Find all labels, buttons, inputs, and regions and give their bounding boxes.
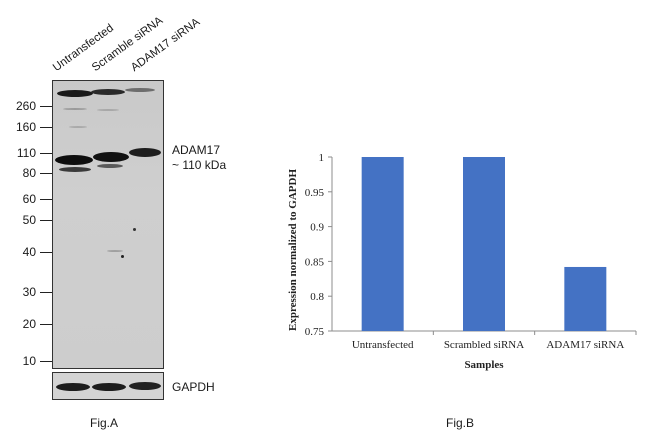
y-tick-label: 0.8 [310,291,324,303]
band-lower-lane1 [59,167,91,172]
band-lane3-high [125,88,155,92]
target-protein-label: ADAM17 [172,143,221,157]
fig-a-caption: Fig.A [90,416,119,430]
band-faint [63,108,87,110]
marker-20: 20 [22,317,36,331]
marker-tick [40,292,52,293]
blot-speck [121,255,124,258]
blot-speck [133,228,136,231]
band-adam17-lane3 [129,148,161,157]
fig-b-caption: Fig.B [446,416,475,430]
band-adam17-lane1 [55,155,93,165]
marker-tick [40,361,52,362]
loading-control-label: GAPDH [172,380,215,394]
lane-label-adam17-sirna: ADAM17 siRNA [128,16,203,75]
marker-tick [40,252,52,253]
band-faint [97,109,119,111]
bar-2 [564,266,607,331]
marker-tick [40,173,52,174]
marker-60: 60 [22,192,36,206]
band-faint [107,250,123,252]
marker-tick [40,127,52,128]
marker-10: 10 [22,354,36,368]
marker-50: 50 [22,213,36,227]
band-lane2-high [91,89,125,95]
y-tick-label: 0.95 [305,187,325,199]
marker-tick [40,199,52,200]
marker-tick [40,153,52,154]
marker-80: 80 [22,166,36,180]
band-faint [69,126,87,128]
x-tick-label: Scrambled siRNA [444,339,524,351]
marker-160: 160 [15,120,36,134]
x-tick-label: Untransfected [352,339,414,351]
marker-30: 30 [22,285,36,299]
marker-40: 40 [22,245,36,259]
gapdh-strip [52,372,164,400]
marker-260: 260 [15,99,36,113]
band-adam17-lane2 [93,152,129,162]
band-gapdh-lane2 [92,383,126,391]
blot-membrane [52,80,164,369]
band-lower-lane2 [97,164,123,168]
marker-tick [40,324,52,325]
bar-1 [463,157,505,331]
y-tick-label: 1 [319,152,325,164]
target-size-label: ~ 110 kDa [172,158,227,172]
y-tick-label: 0.85 [305,256,325,268]
x-tick-label: ADAM17 siRNA [546,339,624,351]
y-axis-title: Expression normalized to GAPDH [287,169,299,331]
marker-110: 110 [16,146,36,160]
bar-0 [361,157,404,331]
y-tick-label: 0.75 [305,326,325,338]
marker-tick [40,106,52,107]
y-tick-label: 0.9 [310,222,324,234]
lane-label-scramble: Scramble siRNA [89,14,166,74]
band-gapdh-lane1 [56,383,90,391]
marker-tick [40,220,52,221]
band-lane1-high [57,90,93,97]
band-gapdh-lane3 [129,382,161,390]
x-axis-title: Samples [464,359,504,371]
